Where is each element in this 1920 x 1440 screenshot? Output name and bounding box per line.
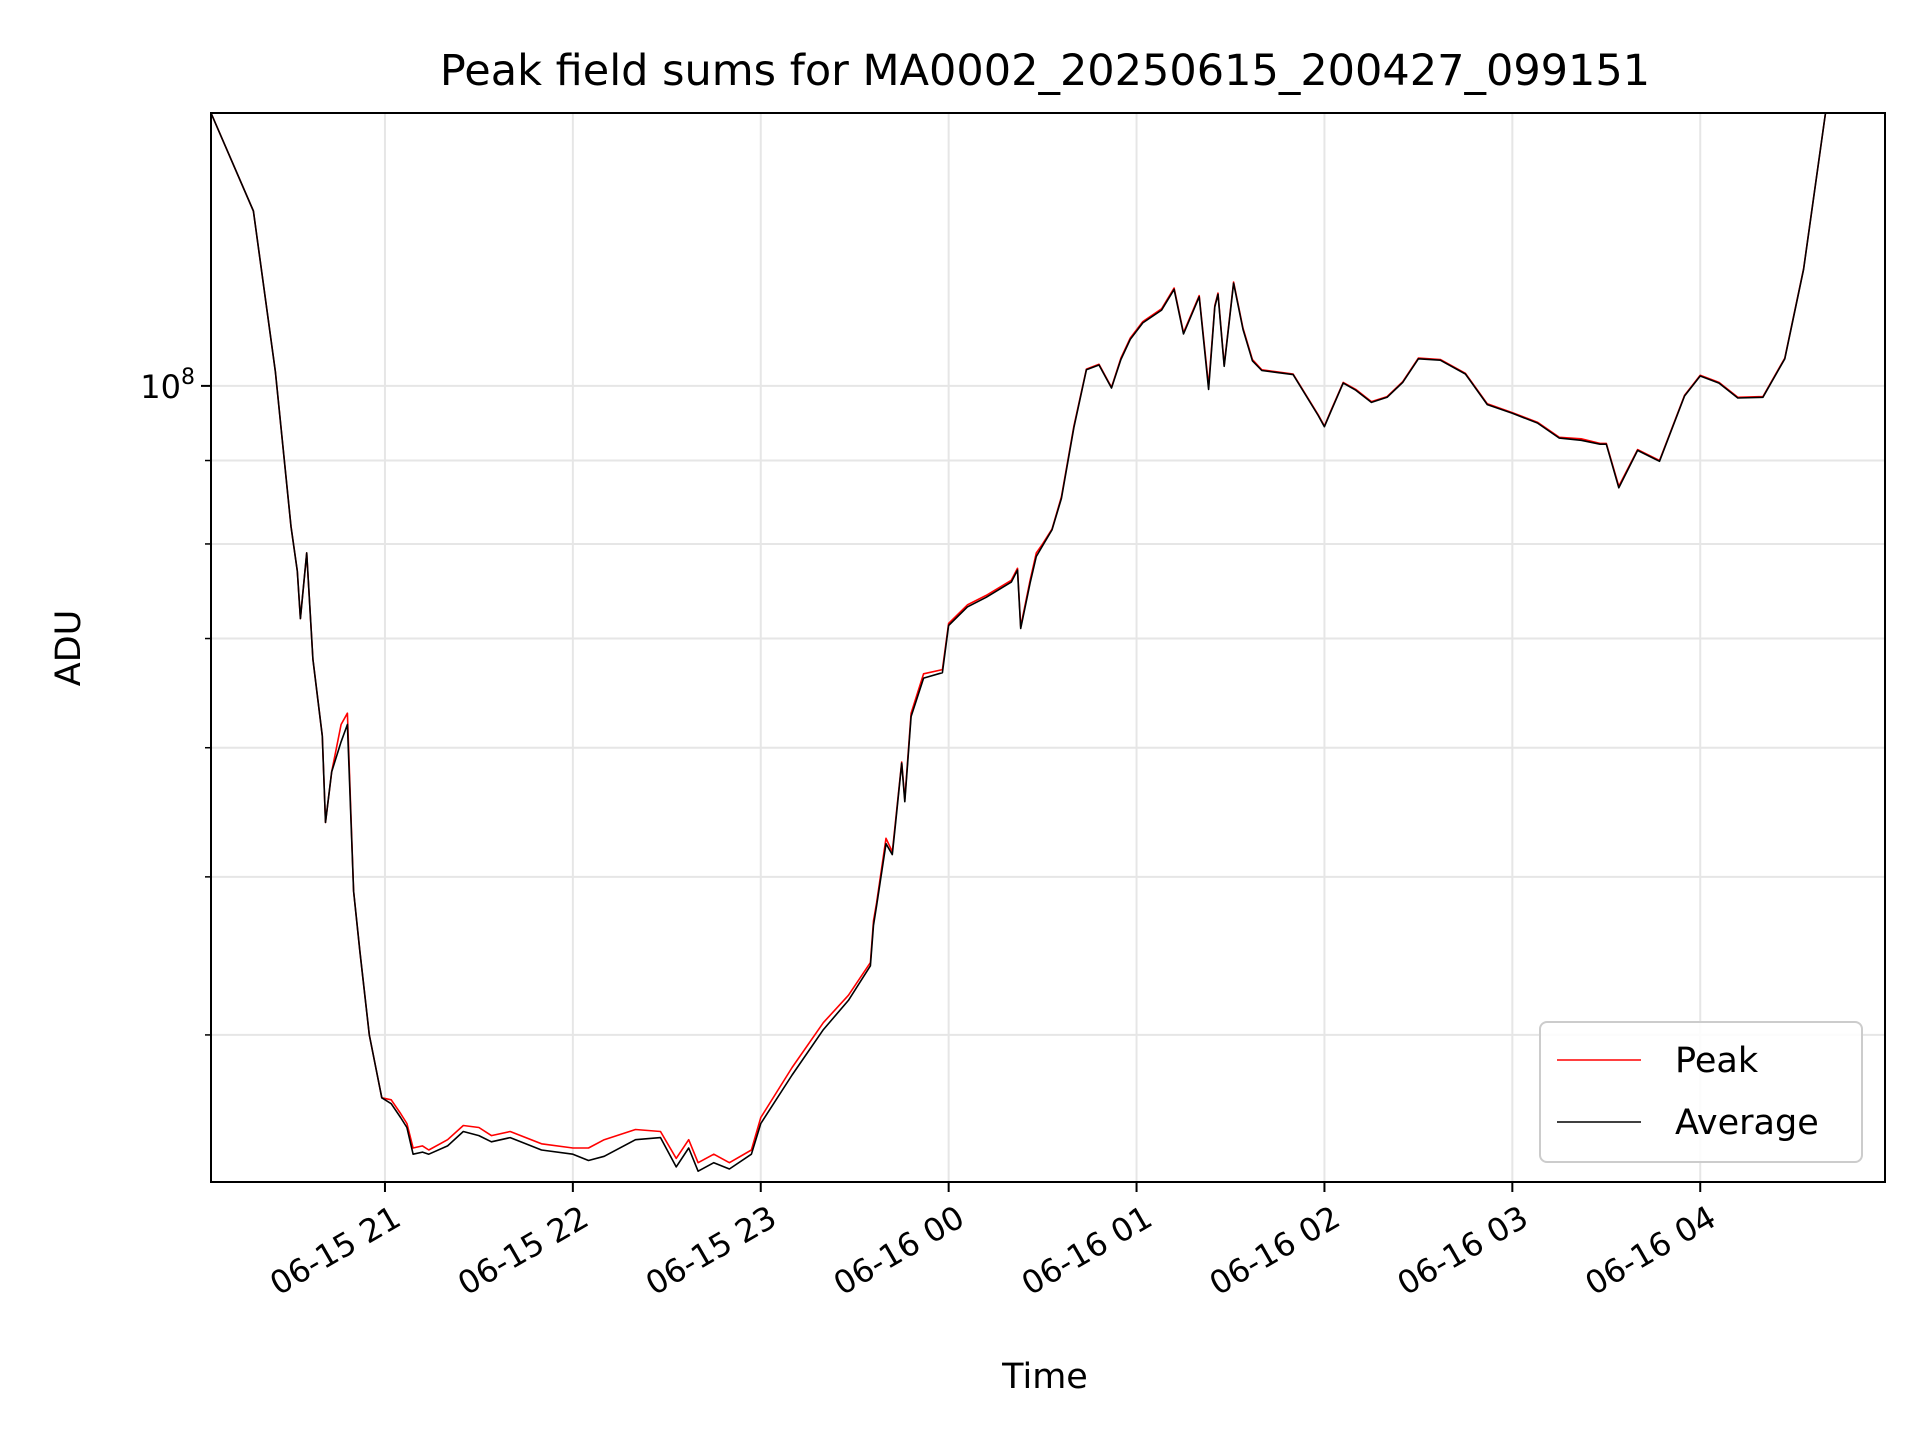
x-tick-label: 06-16 01 [1015,1198,1159,1303]
plot-frame [210,112,1886,1183]
x-axis-label: Time [1001,1357,1088,1397]
series-line-average [211,113,1827,1172]
series-layer [211,113,1827,1172]
legend-peak-label: Peak [1675,1041,1759,1081]
chart-title: Peak field sums for MA0002_20250615_2004… [440,46,1650,96]
y-axis-label: ADU [49,610,89,687]
x-tick-label: 06-15 21 [263,1198,407,1303]
x-tick-label: 06-15 22 [451,1198,595,1303]
x-tick-label: 06-15 23 [639,1198,783,1303]
x-tick-label: 06-16 00 [827,1198,971,1303]
legend-box [1539,1021,1863,1163]
y-tick-label: 108 [140,365,195,406]
x-tick-label: 06-16 03 [1391,1198,1535,1303]
legend-average-label: Average [1675,1103,1819,1143]
legend: Peak Average [1539,1021,1863,1163]
grid-layer [211,113,1885,1182]
tick-layer: 06-15 21 06-15 22 06-15 23 06-16 00 06-16 01… [140,365,1723,1303]
x-tick-label: 06-16 04 [1579,1198,1723,1303]
x-tick-label: 06-16 02 [1203,1198,1347,1303]
